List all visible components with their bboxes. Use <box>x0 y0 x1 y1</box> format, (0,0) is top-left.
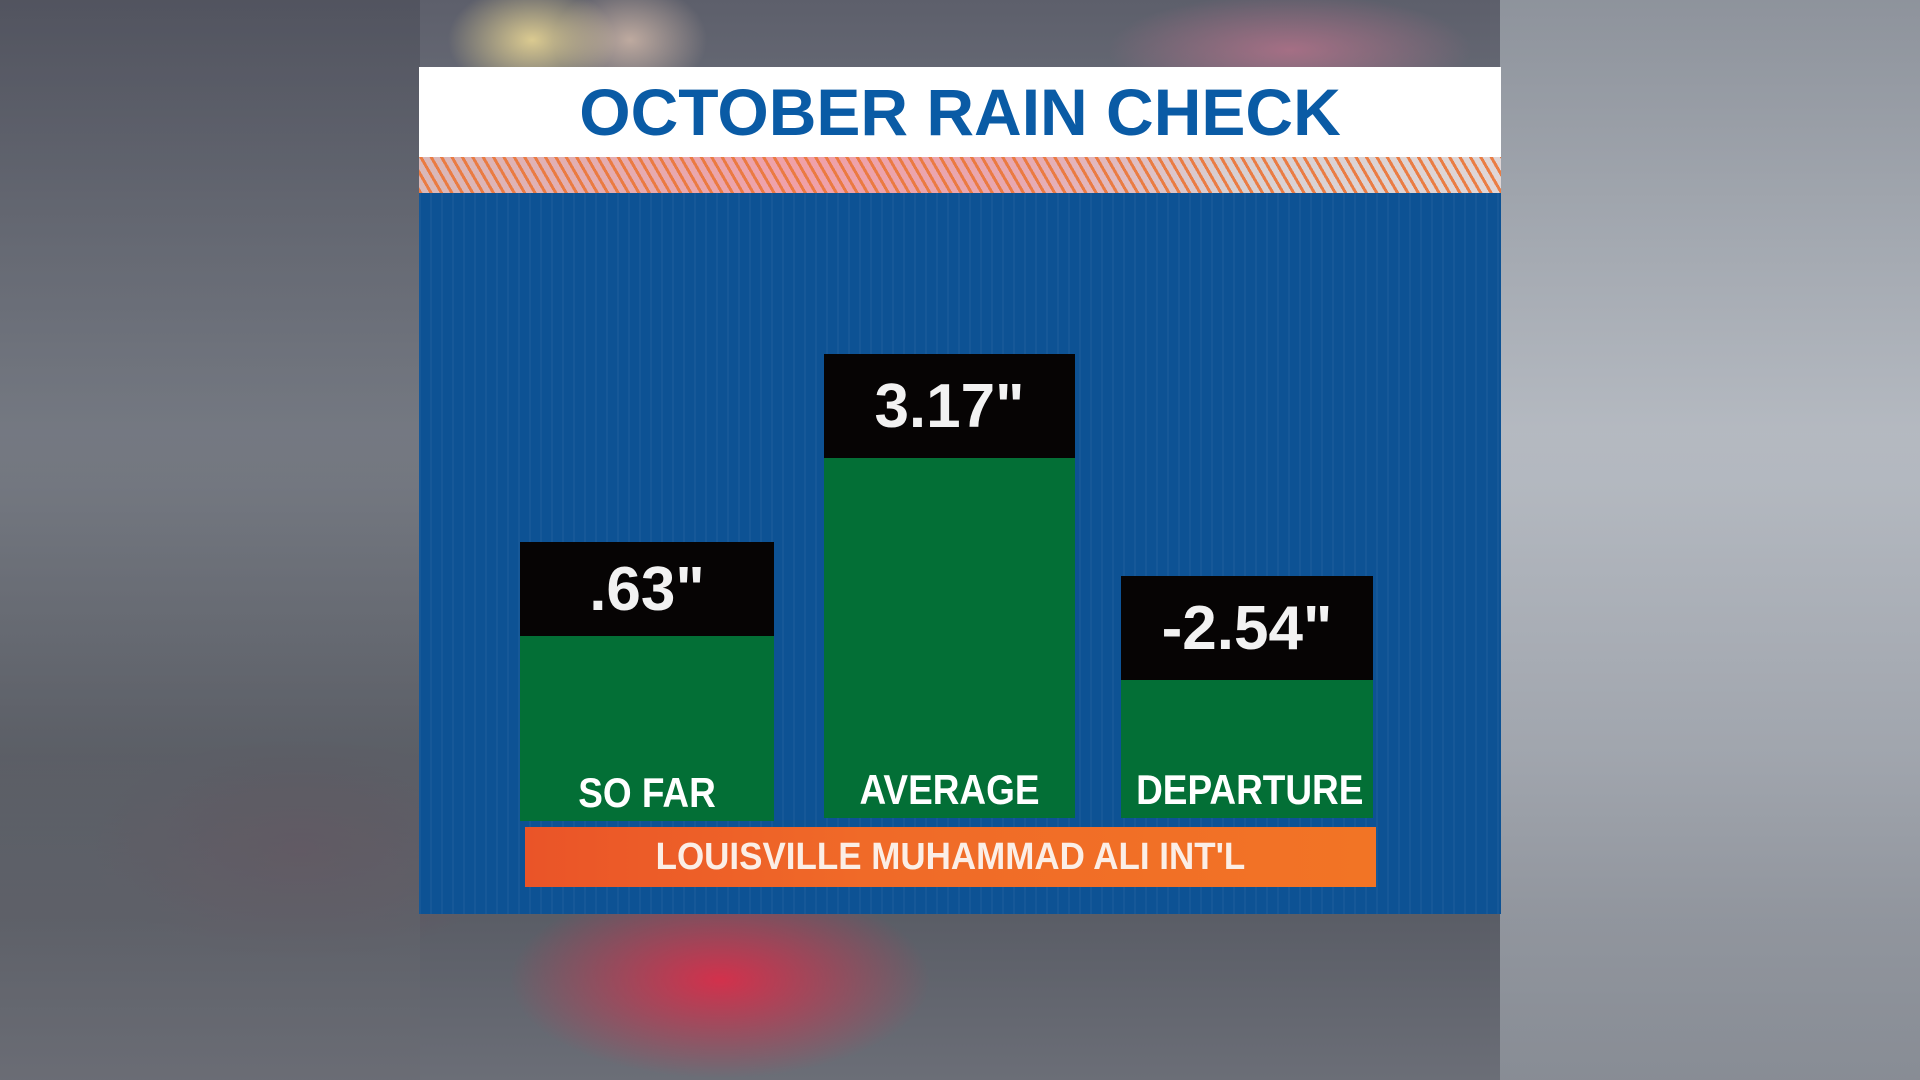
bar-fill <box>824 458 1075 818</box>
value-label: 3.17" <box>874 371 1025 441</box>
location-banner: LOUISVILLE MUHAMMAD ALI INT'L <box>525 827 1376 887</box>
value-box: -2.54" <box>1121 576 1373 680</box>
bar-average: 3.17" AVERAGE <box>824 354 1075 818</box>
bar-fill <box>520 636 774 821</box>
category-label: DEPARTURE <box>1136 766 1364 813</box>
chart-title: OCTOBER RAIN CHECK <box>579 75 1341 149</box>
value-label: .63" <box>589 554 705 624</box>
background-photo-left <box>0 0 420 1080</box>
hatch-divider <box>419 157 1501 193</box>
bar-departure: -2.54" DEPARTURE <box>1121 576 1373 818</box>
title-bar: OCTOBER RAIN CHECK <box>419 67 1501 157</box>
bar-so-far: .63" SO FAR <box>520 542 774 821</box>
value-box: .63" <box>520 542 774 636</box>
value-label: -2.54" <box>1161 593 1333 663</box>
value-box: 3.17" <box>824 354 1075 458</box>
category-label: AVERAGE <box>859 766 1040 813</box>
location-label: LOUISVILLE MUHAMMAD ALI INT'L <box>655 835 1246 878</box>
background-photo-right <box>1500 0 1920 1080</box>
bar-fill <box>1121 680 1373 818</box>
category-label: SO FAR <box>578 769 716 816</box>
